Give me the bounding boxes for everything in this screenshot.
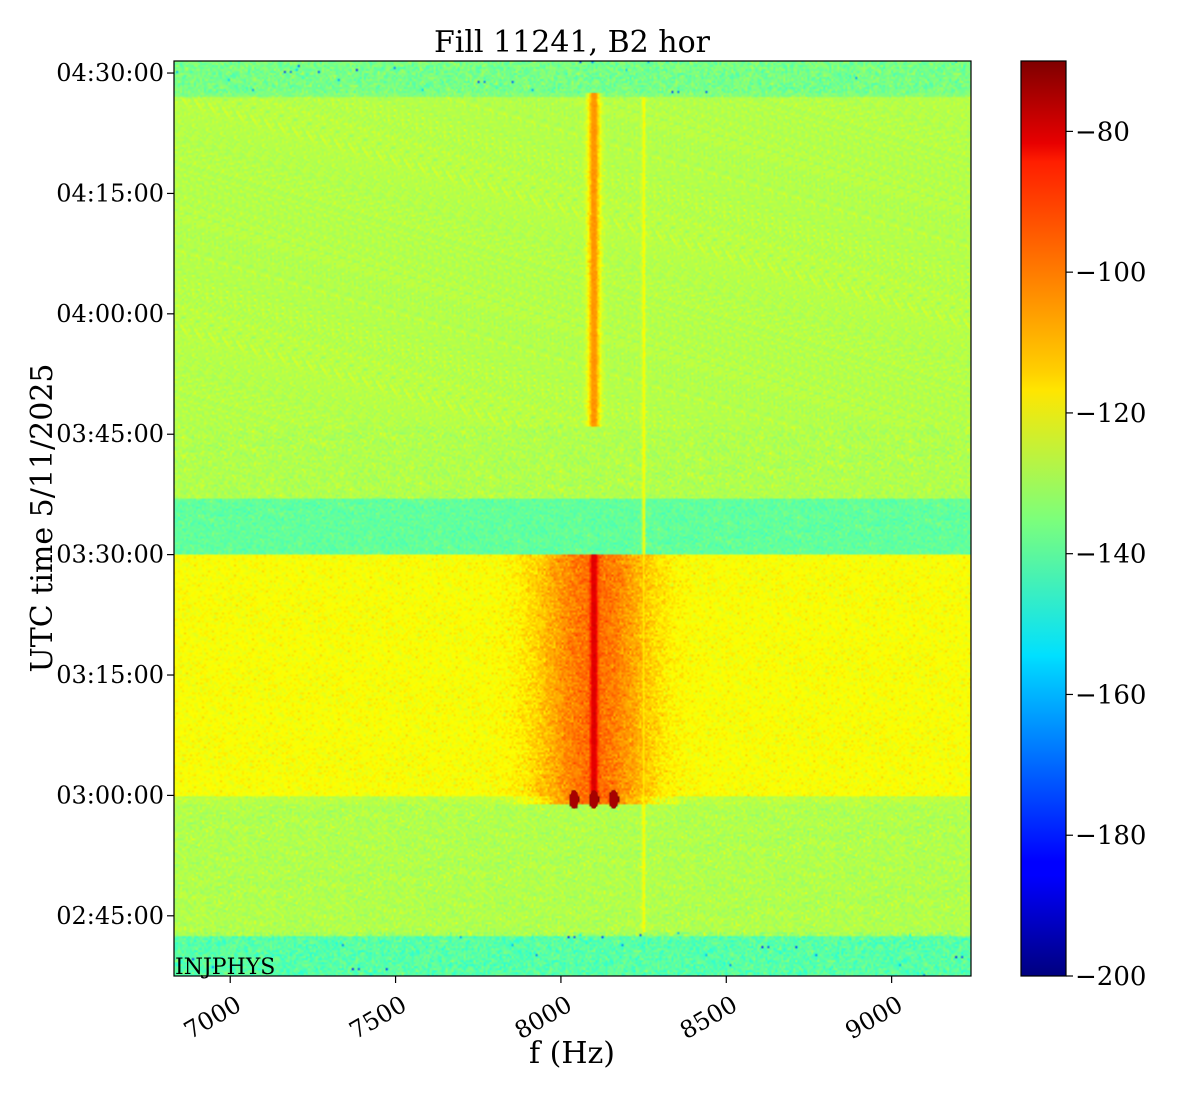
colorbar-tick-label-5: −180 bbox=[1075, 821, 1146, 851]
y-axis-label: UTC time 5/11/2025 bbox=[25, 364, 60, 673]
y-tick-label-5: 04:00:00 bbox=[56, 300, 164, 328]
chart-title: Fill 11241, B2 hor bbox=[434, 25, 711, 60]
y-tick-label-1: 03:00:00 bbox=[56, 781, 164, 809]
y-tick-label-7: 04:30:00 bbox=[56, 59, 164, 87]
colorbar-tick-label-4: −160 bbox=[1075, 680, 1146, 710]
plot-frame bbox=[173, 60, 972, 977]
colorbar-tick-label-2: −120 bbox=[1075, 399, 1146, 429]
colorbar-tick-label-0: −80 bbox=[1075, 117, 1130, 147]
colorbar-tick-label-6: −200 bbox=[1075, 962, 1146, 992]
y-tick-label-4: 03:45:00 bbox=[56, 420, 164, 448]
x-tick-label-3: 8500 bbox=[675, 990, 742, 1045]
x-tick-label-1: 7500 bbox=[344, 990, 411, 1045]
x-axis-label: f (Hz) bbox=[529, 1036, 615, 1071]
spectrogram-heatmap bbox=[174, 61, 971, 976]
colorbar-tick-label-1: −100 bbox=[1075, 258, 1146, 288]
feature-burst-3 bbox=[570, 790, 579, 809]
y-tick-label-0: 02:45:00 bbox=[56, 902, 164, 930]
y-tick-label-2: 03:15:00 bbox=[56, 661, 164, 689]
feature-burst-4 bbox=[589, 790, 598, 809]
x-tick-label-0: 7000 bbox=[179, 990, 246, 1045]
colorbar-axis: −80 −100 −120 −140 −160 −180 −200 bbox=[1066, 117, 1146, 992]
y-tick-label-6: 04:15:00 bbox=[56, 179, 164, 207]
colorbar bbox=[1020, 60, 1067, 977]
x-axis: 7000 7500 8000 8500 9000 bbox=[179, 976, 907, 1045]
y-tick-label-3: 03:30:00 bbox=[56, 541, 164, 569]
y-axis: 02:45:00 03:00:00 03:15:00 03:30:00 03:45:00… bbox=[56, 59, 174, 930]
colorbar-tick-label-3: −140 bbox=[1075, 540, 1146, 570]
x-tick-label-4: 9000 bbox=[841, 990, 908, 1045]
feature-burst-5 bbox=[609, 790, 618, 809]
